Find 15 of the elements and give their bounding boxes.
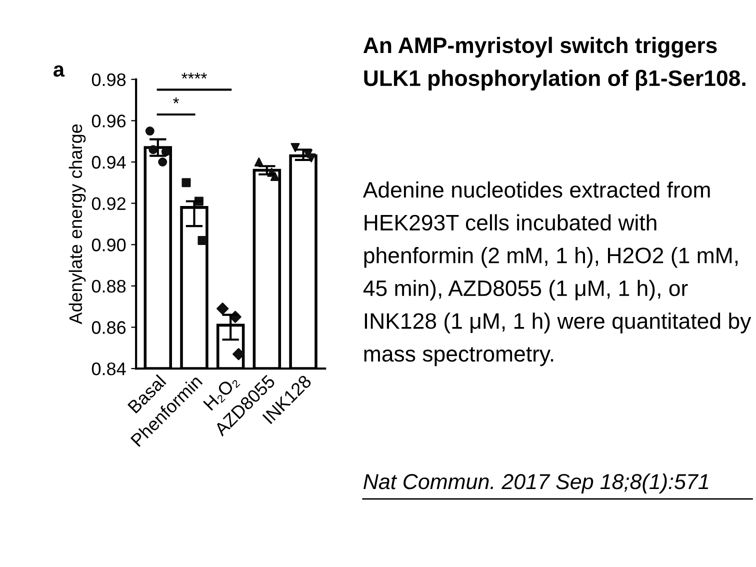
y-tick-label: 0.84 [92, 362, 126, 376]
annotation: * [173, 98, 180, 104]
y-tick-label: 0.90 [92, 238, 126, 252]
y-tick-label: 0.86 [92, 321, 126, 334]
y-tick-label: 0.94 [92, 156, 126, 169]
text: Nat Commun. 2017 Sep 18;8(1):571 [364, 473, 708, 494]
y-tick-label: 0.88 [92, 280, 126, 293]
text: a [54, 65, 65, 77]
text: **** [182, 72, 207, 79]
y-tick-label: 0.98 [92, 73, 126, 86]
y-axis-title: Adenylate energy charge [68, 124, 86, 324]
y-tick-label: 0.96 [92, 114, 126, 128]
text: An AMP-myristoyl switch triggers ULK1 phosphorylation of β1-Ser108. [363, 36, 746, 90]
text: Adenine nucleotides extracted from HEK293T cells incubated with phenformin (2 mM, 1 h), H2O2 (1 mM, 45 min), AZD8055 (1 μM, 1 h), or INK128 (1 μM, 1 h) were quantitated by mass spectrometry. [362, 181, 752, 366]
y-tick-label: 0.92 [92, 197, 126, 210]
